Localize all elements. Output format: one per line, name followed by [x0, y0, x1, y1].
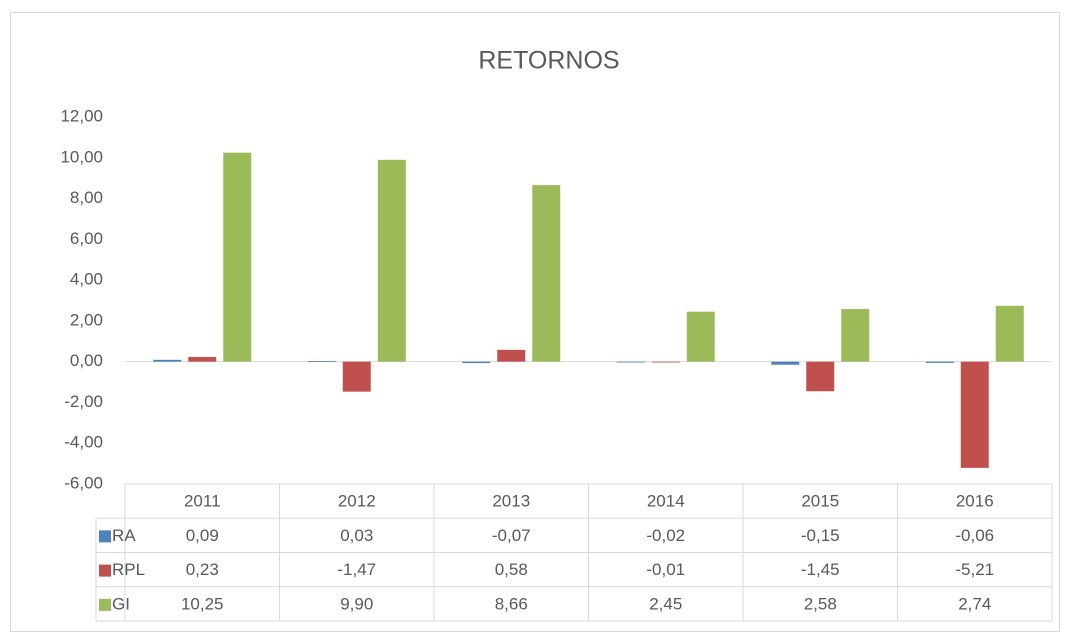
y-tick-label: -4,00 — [64, 433, 103, 452]
y-tick-label: 12,00 — [60, 106, 103, 125]
y-tick-label: 4,00 — [70, 270, 103, 289]
x-tick-label: 2015 — [801, 492, 839, 511]
bar — [153, 359, 182, 362]
data-label: -1,47 — [337, 560, 376, 579]
bar — [841, 309, 870, 362]
bar — [651, 361, 680, 363]
data-label: 10,25 — [181, 594, 224, 613]
legend-label: RPL — [112, 560, 145, 579]
bar — [960, 361, 989, 468]
x-tick-label: 2011 — [184, 492, 221, 511]
data-label: 0,09 — [186, 526, 219, 545]
y-tick-label: -6,00 — [64, 473, 103, 492]
legend-swatch — [99, 598, 111, 611]
x-tick-label: 2014 — [647, 492, 685, 511]
y-tick-label: -2,00 — [64, 392, 103, 411]
legend-label: RA — [112, 526, 136, 545]
data-label: 0,03 — [340, 526, 373, 545]
chart-title: RETORNOS — [478, 47, 619, 75]
bar — [497, 349, 526, 362]
bar — [223, 152, 252, 362]
data-label: -5,21 — [955, 560, 994, 579]
bar — [806, 361, 835, 392]
bar — [342, 361, 371, 392]
data-label: -0,15 — [801, 526, 840, 545]
data-label: 0,23 — [186, 560, 219, 579]
bar — [188, 356, 217, 362]
data-label: -0,07 — [492, 526, 531, 545]
bar — [771, 361, 800, 365]
bar — [462, 361, 491, 364]
data-label: 9,90 — [340, 594, 373, 613]
bar — [995, 305, 1024, 362]
legend-label: GI — [112, 594, 130, 613]
data-label: 2,58 — [804, 594, 837, 613]
bar — [532, 185, 561, 362]
x-tick-label: 2012 — [338, 492, 376, 511]
data-label: 0,58 — [495, 560, 528, 579]
data-label: -1,45 — [801, 560, 840, 579]
x-tick-label: 2013 — [492, 492, 530, 511]
bar — [377, 159, 406, 362]
bar — [616, 361, 645, 363]
data-label: 2,45 — [649, 594, 682, 613]
data-label: 8,66 — [495, 594, 528, 613]
legend-swatch — [99, 530, 111, 543]
data-label: -0,06 — [955, 526, 994, 545]
x-tick-label: 2016 — [956, 492, 994, 511]
bar — [686, 311, 715, 362]
y-tick-label: 8,00 — [70, 188, 103, 207]
data-label: -0,02 — [646, 526, 685, 545]
y-tick-label: 10,00 — [60, 147, 103, 166]
bar — [307, 361, 336, 362]
y-tick-label: 0,00 — [70, 351, 103, 370]
y-tick-label: 2,00 — [70, 310, 103, 329]
data-label: -0,01 — [646, 560, 685, 579]
bar — [925, 361, 954, 363]
y-tick-label: 6,00 — [70, 229, 103, 248]
legend-swatch — [99, 564, 111, 577]
data-label: 2,74 — [958, 594, 991, 613]
